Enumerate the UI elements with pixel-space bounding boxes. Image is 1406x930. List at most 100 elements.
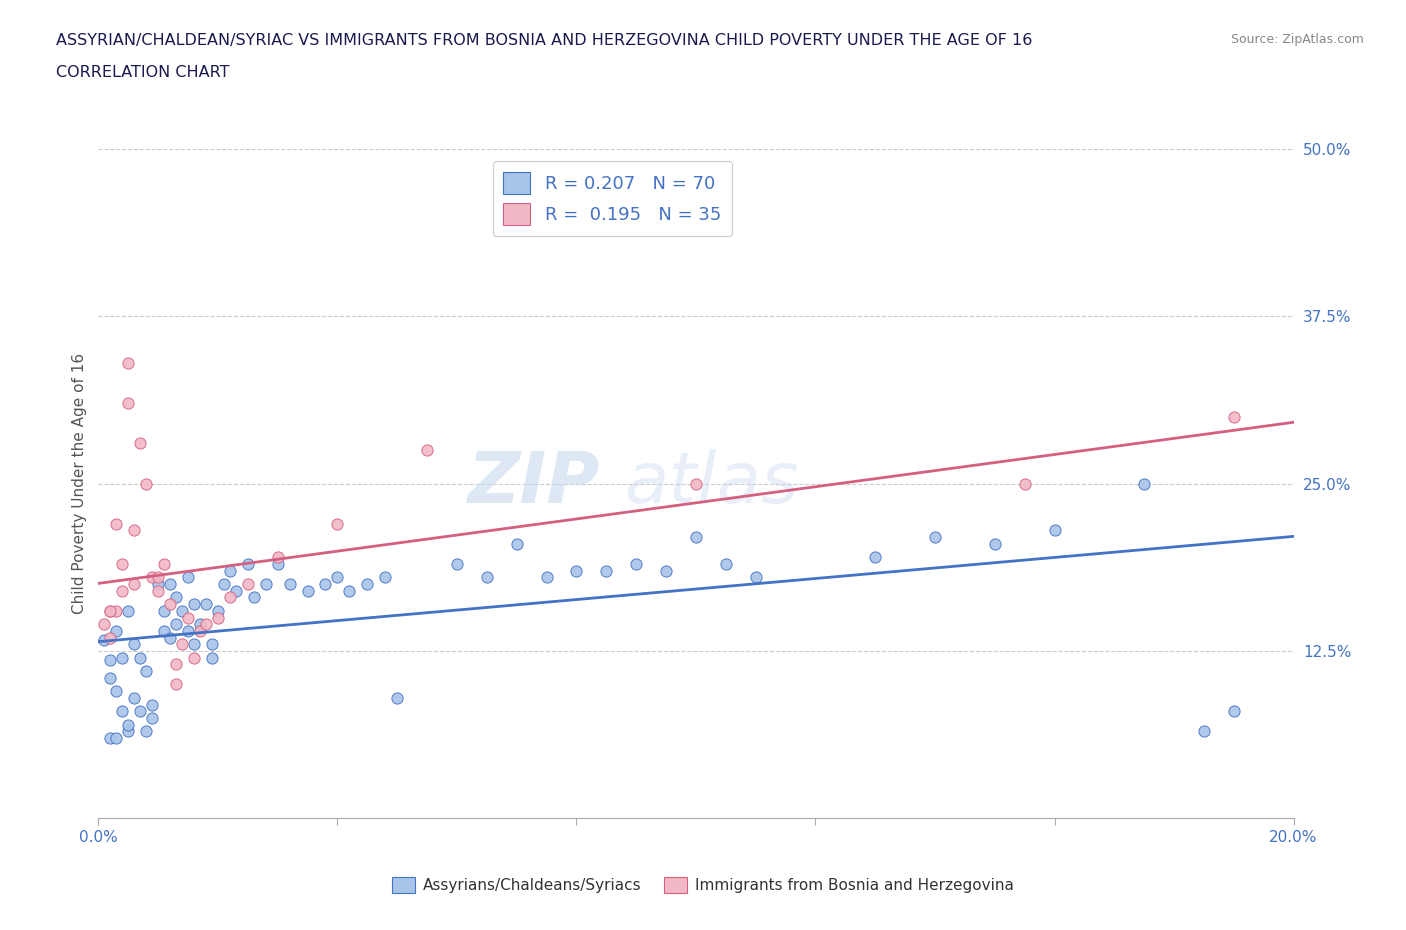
Text: CORRELATION CHART: CORRELATION CHART bbox=[56, 65, 229, 80]
Point bbox=[159, 577, 181, 591]
Point bbox=[153, 623, 176, 638]
Point bbox=[219, 590, 242, 604]
Point bbox=[135, 724, 157, 738]
Text: Source: ZipAtlas.com: Source: ZipAtlas.com bbox=[1230, 33, 1364, 46]
Point bbox=[374, 570, 396, 585]
Point bbox=[236, 577, 259, 591]
Point bbox=[1192, 724, 1215, 738]
Point bbox=[339, 583, 360, 598]
Point bbox=[98, 731, 122, 746]
Point bbox=[105, 684, 128, 698]
Point bbox=[141, 698, 163, 712]
Point bbox=[93, 617, 115, 631]
Point bbox=[1043, 523, 1066, 538]
Point bbox=[326, 516, 349, 531]
Point bbox=[194, 617, 218, 631]
Point bbox=[1223, 704, 1246, 719]
Point bbox=[124, 523, 146, 538]
Point bbox=[243, 590, 266, 604]
Point bbox=[385, 690, 409, 705]
Point bbox=[745, 570, 768, 585]
Point bbox=[98, 604, 122, 618]
Point bbox=[117, 396, 139, 411]
Point bbox=[188, 623, 211, 638]
Point bbox=[124, 577, 146, 591]
Point bbox=[105, 731, 128, 746]
Point bbox=[177, 623, 200, 638]
Point bbox=[188, 617, 211, 631]
Point bbox=[983, 537, 1005, 551]
Point bbox=[135, 664, 157, 679]
Point bbox=[124, 637, 146, 652]
Point bbox=[165, 677, 187, 692]
Point bbox=[111, 650, 134, 665]
Point bbox=[254, 577, 277, 591]
Point bbox=[924, 530, 946, 545]
Point bbox=[117, 355, 139, 370]
Point bbox=[177, 570, 200, 585]
Point bbox=[1014, 476, 1036, 491]
Point bbox=[1223, 409, 1246, 424]
Point bbox=[172, 637, 194, 652]
Text: atlas: atlas bbox=[624, 449, 799, 518]
Point bbox=[129, 436, 152, 451]
Point bbox=[194, 597, 218, 612]
Point bbox=[117, 724, 139, 738]
Point bbox=[93, 632, 115, 647]
Point bbox=[98, 653, 122, 668]
Point bbox=[183, 650, 205, 665]
Point bbox=[111, 583, 134, 598]
Text: ASSYRIAN/CHALDEAN/SYRIAC VS IMMIGRANTS FROM BOSNIA AND HERZEGOVINA CHILD POVERTY: ASSYRIAN/CHALDEAN/SYRIAC VS IMMIGRANTS F… bbox=[56, 33, 1032, 47]
Point bbox=[225, 583, 247, 598]
Point bbox=[416, 443, 439, 458]
Point bbox=[212, 577, 235, 591]
Point bbox=[148, 577, 170, 591]
Point bbox=[98, 631, 122, 645]
Point bbox=[159, 597, 181, 612]
Point bbox=[278, 577, 301, 591]
Point bbox=[207, 604, 229, 618]
Point bbox=[655, 564, 678, 578]
Point bbox=[165, 590, 187, 604]
Point bbox=[148, 570, 170, 585]
Point bbox=[165, 617, 187, 631]
Point bbox=[183, 637, 205, 652]
Point bbox=[714, 556, 737, 571]
Text: ZIP: ZIP bbox=[468, 449, 600, 518]
Point bbox=[219, 564, 242, 578]
Point bbox=[105, 516, 128, 531]
Point bbox=[117, 717, 139, 732]
Point bbox=[356, 577, 378, 591]
Point bbox=[177, 610, 200, 625]
Legend: Assyrians/Chaldeans/Syriacs, Immigrants from Bosnia and Herzegovina: Assyrians/Chaldeans/Syriacs, Immigrants … bbox=[387, 870, 1019, 899]
Point bbox=[111, 556, 134, 571]
Point bbox=[207, 610, 229, 625]
Point bbox=[326, 570, 349, 585]
Y-axis label: Child Poverty Under the Age of 16: Child Poverty Under the Age of 16 bbox=[72, 353, 87, 614]
Point bbox=[183, 597, 205, 612]
Point bbox=[153, 556, 176, 571]
Point bbox=[201, 637, 224, 652]
Point bbox=[865, 550, 887, 565]
Point bbox=[685, 530, 707, 545]
Point bbox=[98, 604, 122, 618]
Point bbox=[165, 657, 187, 671]
Point bbox=[475, 570, 498, 585]
Point bbox=[624, 556, 647, 571]
Point bbox=[124, 690, 146, 705]
Point bbox=[297, 583, 319, 598]
Point bbox=[267, 556, 290, 571]
Point bbox=[141, 570, 163, 585]
Point bbox=[105, 604, 128, 618]
Point bbox=[129, 704, 152, 719]
Point bbox=[105, 623, 128, 638]
Point bbox=[315, 577, 337, 591]
Point bbox=[446, 556, 468, 571]
Point bbox=[267, 550, 290, 565]
Point bbox=[117, 604, 139, 618]
Point bbox=[536, 570, 558, 585]
Point bbox=[153, 604, 176, 618]
Point bbox=[201, 650, 224, 665]
Point bbox=[141, 711, 163, 725]
Point bbox=[565, 564, 588, 578]
